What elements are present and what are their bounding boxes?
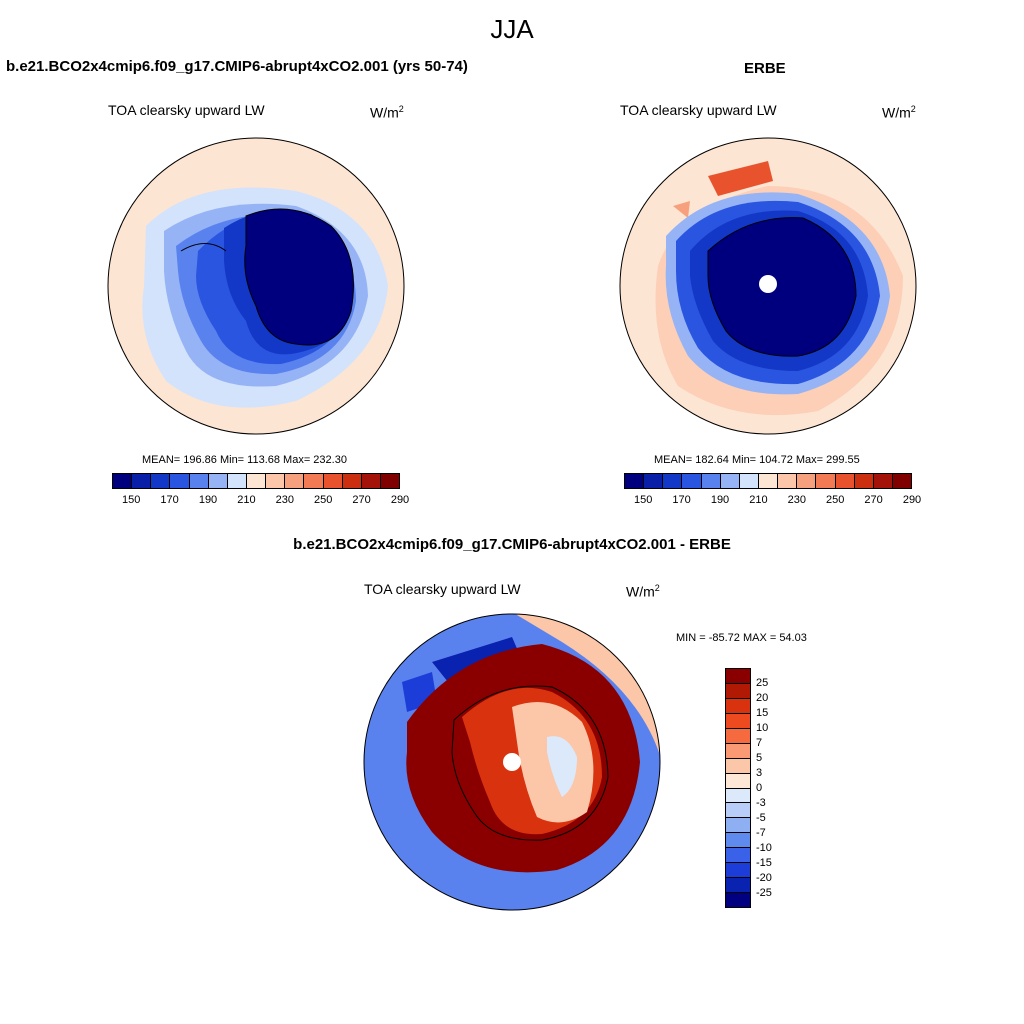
colorbar-tick-label: 290 [902,494,922,506]
colorbar-swatch [726,698,750,714]
colorbar-swatch [726,803,750,819]
colorbar-swatch [892,474,912,488]
figure-title: JJA [490,14,534,44]
obs-stats: MEAN= 182.64 Min= 104.72 Max= 299.55 [654,454,860,466]
diff-units-label: W/m2 [626,583,660,600]
colorbar-swatch [113,474,133,488]
colorbar-swatch [625,474,645,488]
colorbar-tick-label: 230 [787,494,806,506]
colorbar-swatch [726,818,750,834]
obs-units-label: W/m2 [882,104,916,121]
colorbar-swatch [170,474,190,488]
colorbar-tick-label: 170 [160,494,179,506]
colorbar-swatch [726,833,750,849]
colorbar-swatch [701,474,721,488]
model-colorbar-ticks: 150 170 190 210 230 250 270 290 [112,494,409,508]
colorbar-swatch [304,474,324,488]
colorbar-swatch [726,848,750,864]
colorbar-swatch [246,474,267,488]
colorbar-swatch [854,474,874,488]
colorbar-swatch [726,728,750,744]
colorbar-tick-label: 250 [826,494,845,506]
diff-stats: MIN = -85.72 MAX = 54.03 [676,632,807,644]
diff-variable-label: TOA clearsky upward LW [364,581,521,597]
colorbar-swatch [151,474,171,488]
colorbar-swatch [816,474,836,488]
colorbar-swatch [726,669,750,684]
colorbar-tick-label: -25 [756,887,772,899]
model-units-label: W/m2 [370,104,404,121]
diff-colorbar [725,668,751,908]
colorbar-tick-label: 20 [756,692,769,704]
colorbar-swatch [726,878,750,894]
colorbar-tick-label: 230 [275,494,294,506]
colorbar-tick-label: 190 [710,494,730,506]
colorbar-swatch [873,474,893,488]
colorbar-tick-label: -10 [756,842,772,854]
colorbar-swatch [208,474,228,488]
colorbar-tick-label: 0 [756,782,763,794]
colorbar-swatch [361,474,381,488]
colorbar-swatch [739,474,759,488]
colorbar-tick-label: 190 [198,494,218,506]
diff-polar-map [363,613,661,911]
colorbar-tick-label: 10 [756,722,769,734]
colorbar-tick-label: 270 [352,494,371,506]
colorbar-swatch [285,474,305,488]
colorbar-tick-label: 25 [756,677,769,689]
colorbar-swatch [342,474,362,488]
colorbar-tick-label: -20 [756,872,772,884]
model-polar-map [107,137,405,435]
model-variable-label: TOA clearsky upward LW [108,102,265,118]
colorbar-tick-label: 270 [864,494,883,506]
colorbar-swatch [726,713,750,729]
colorbar-swatch [758,474,779,488]
colorbar-tick-label: 3 [756,767,763,779]
colorbar-swatch [778,474,798,488]
model-colorbar [112,473,400,489]
model-stats: MEAN= 196.86 Min= 113.68 Max= 232.30 [142,454,347,466]
colorbar-swatch [266,474,286,488]
colorbar-tick-label: -7 [756,827,766,839]
colorbar-tick-label: 210 [237,494,256,506]
obs-polar-map [619,137,917,435]
colorbar-swatch [797,474,817,488]
diff-panel-title: b.e21.BCO2x4cmip6.f09_g17.CMIP6-abrupt4x… [293,536,731,553]
obs-variable-label: TOA clearsky upward LW [620,102,777,118]
colorbar-swatch [227,474,247,488]
colorbar-swatch [189,474,209,488]
colorbar-tick-label: 15 [756,707,769,719]
colorbar-swatch [323,474,343,488]
colorbar-tick-label: 150 [634,494,653,506]
colorbar-tick-label: -15 [756,857,772,869]
colorbar-swatch [726,683,750,699]
model-panel-title: b.e21.BCO2x4cmip6.f09_g17.CMIP6-abrupt4x… [6,58,468,75]
colorbar-swatch [380,474,400,488]
colorbar-tick-label: 210 [749,494,768,506]
obs-panel-title: ERBE [744,60,786,77]
colorbar-swatch [726,893,750,907]
colorbar-tick-label: 150 [122,494,141,506]
colorbar-swatch [682,474,702,488]
colorbar-swatch [726,788,750,804]
colorbar-swatch [663,474,683,488]
obs-colorbar [624,473,912,489]
colorbar-swatch [726,773,750,789]
colorbar-tick-label: -5 [756,812,766,824]
colorbar-swatch [726,863,750,879]
obs-colorbar-ticks: 150 170 190 210 230 250 270 290 [624,494,921,508]
colorbar-swatch [726,758,750,774]
colorbar-swatch [132,474,152,488]
colorbar-tick-label: -3 [756,797,766,809]
colorbar-tick-label: 5 [756,752,763,764]
diff-colorbar-ticks: 25 20 15 10 7 5 3 0 -3 -5 -7 -10 -15 -20 -25 [756,668,796,908]
colorbar-swatch [720,474,740,488]
colorbar-tick-label: 290 [390,494,410,506]
colorbar-swatch [644,474,664,488]
colorbar-tick-label: 250 [314,494,333,506]
colorbar-tick-label: 170 [672,494,691,506]
colorbar-swatch [835,474,855,488]
colorbar-tick-label: 7 [756,737,763,749]
colorbar-swatch [726,743,750,759]
